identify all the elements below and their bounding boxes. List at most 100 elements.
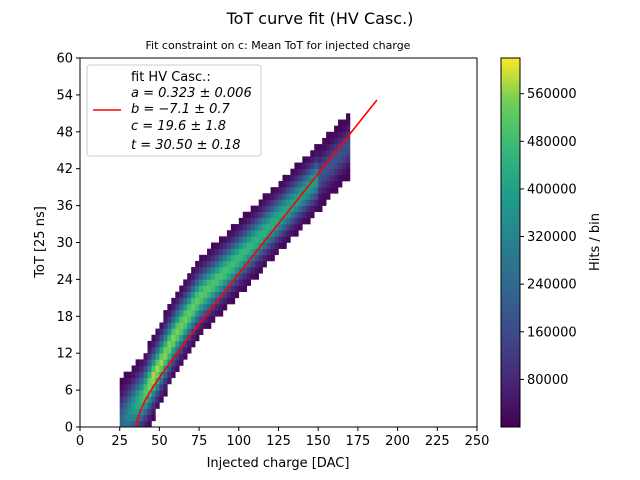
histogram-bin <box>238 217 244 225</box>
histogram-bin <box>131 371 136 379</box>
histogram-bin <box>163 377 168 385</box>
histogram-bin <box>163 353 168 360</box>
histogram-bin <box>302 199 307 206</box>
histogram-bin <box>147 408 152 415</box>
histogram-bin <box>274 242 279 249</box>
histogram-bin <box>131 377 136 385</box>
histogram-bin <box>195 297 200 305</box>
histogram-bin <box>286 230 291 237</box>
histogram-bin <box>179 291 184 299</box>
histogram-bin <box>242 285 248 292</box>
histogram-bin <box>302 211 307 219</box>
histogram-bin <box>326 174 331 182</box>
histogram-bin <box>171 347 176 354</box>
histogram-bin <box>199 322 204 329</box>
histogram-bin <box>171 353 176 360</box>
histogram-bin <box>155 390 160 397</box>
histogram-bin <box>139 420 144 427</box>
histogram-bin <box>286 236 291 243</box>
histogram-bin <box>195 267 200 274</box>
histogram-bin <box>322 144 327 151</box>
legend-entry-a: a = 0.323 ± 0.006 <box>131 86 252 101</box>
histogram-bin <box>314 205 319 213</box>
histogram-bin <box>290 187 295 194</box>
histogram-bin <box>306 193 311 200</box>
histogram-bin <box>282 217 287 225</box>
histogram-bin <box>294 217 299 225</box>
histogram-bin <box>298 174 303 182</box>
histogram-bin <box>203 254 208 262</box>
histogram-bin <box>187 297 192 305</box>
histogram-bin <box>123 396 128 403</box>
histogram-bin <box>191 285 196 292</box>
histogram-bin <box>187 279 192 286</box>
histogram-bin <box>246 230 252 237</box>
histogram-bin <box>183 340 188 348</box>
histogram-bin <box>159 396 164 403</box>
histogram-bin <box>187 291 192 299</box>
histogram-bin <box>326 168 331 176</box>
histogram-bin <box>143 390 148 397</box>
histogram-bin <box>330 187 335 194</box>
histogram-bin <box>282 193 287 200</box>
histogram-bin <box>234 224 240 231</box>
histogram-bin <box>250 236 255 243</box>
histogram-bin <box>203 267 208 274</box>
histogram-bin <box>234 260 240 268</box>
histogram-bin <box>342 162 347 169</box>
histogram-bin <box>167 340 172 348</box>
histogram-bin <box>334 137 339 145</box>
histogram-bin <box>127 371 132 379</box>
histogram-bin <box>171 297 176 305</box>
y-tick-label: 30 <box>56 236 73 251</box>
histogram-bin <box>318 156 323 163</box>
histogram-bin <box>203 316 208 323</box>
histogram-bin <box>262 211 267 219</box>
histogram-bin <box>151 396 156 403</box>
histogram-bin <box>131 365 136 372</box>
histogram-bin <box>294 174 299 182</box>
histogram-bin <box>226 279 232 286</box>
histogram-bin <box>238 242 244 249</box>
histogram-bin <box>171 365 176 372</box>
histogram-bin <box>238 260 244 268</box>
histogram-bin <box>342 174 347 182</box>
histogram-bin <box>342 150 347 157</box>
histogram-bin <box>250 242 255 249</box>
histogram-bin <box>230 297 236 305</box>
histogram-bin <box>226 297 232 305</box>
histogram-bin <box>246 273 252 280</box>
histogram-bin <box>218 236 224 243</box>
histogram-bin <box>314 150 319 157</box>
histogram-bin <box>179 334 184 342</box>
histogram-bin <box>270 248 275 256</box>
histogram-bin <box>175 304 180 311</box>
histogram-bin <box>334 168 339 176</box>
histogram-bin <box>222 254 228 262</box>
histogram-bin <box>222 297 228 305</box>
histogram-bin <box>270 230 275 237</box>
histogram-bin <box>191 340 196 348</box>
histogram-bin <box>147 414 152 422</box>
histogram-bin <box>226 267 232 274</box>
histogram-bin <box>298 199 303 206</box>
histogram-bin <box>214 279 220 286</box>
histogram-bin <box>326 193 331 200</box>
histogram-bin <box>294 162 299 169</box>
histogram-bin <box>155 340 160 348</box>
histogram-bin <box>258 199 263 206</box>
histogram-bin <box>250 211 255 219</box>
histogram-bin <box>238 224 244 231</box>
histogram-bin <box>199 279 204 286</box>
histogram-bin <box>322 187 327 194</box>
colorbar-tick-label: 480000 <box>527 135 577 150</box>
histogram-bin <box>147 359 152 366</box>
colorbar-tick-label: 560000 <box>527 87 577 102</box>
histogram-bin <box>270 224 275 231</box>
histogram-bin <box>207 279 212 286</box>
histogram-bin <box>218 310 224 317</box>
histogram-bin <box>131 414 136 422</box>
histogram-bin <box>191 267 196 274</box>
histogram-bin <box>342 131 347 139</box>
histogram-bin <box>207 285 212 292</box>
